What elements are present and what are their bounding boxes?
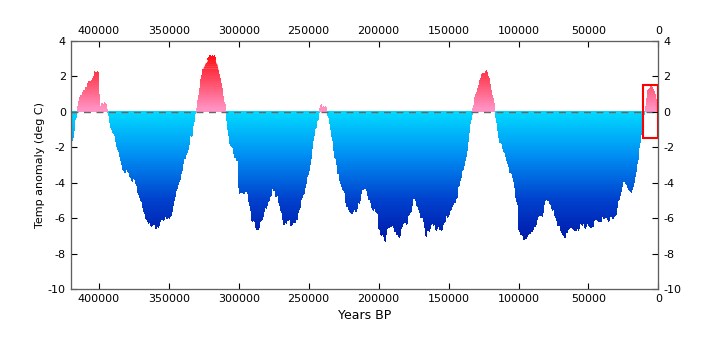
- Bar: [643, 85, 658, 138]
- Y-axis label: Temp anomaly (deg C): Temp anomaly (deg C): [35, 102, 45, 228]
- X-axis label: Years BP: Years BP: [338, 309, 392, 322]
